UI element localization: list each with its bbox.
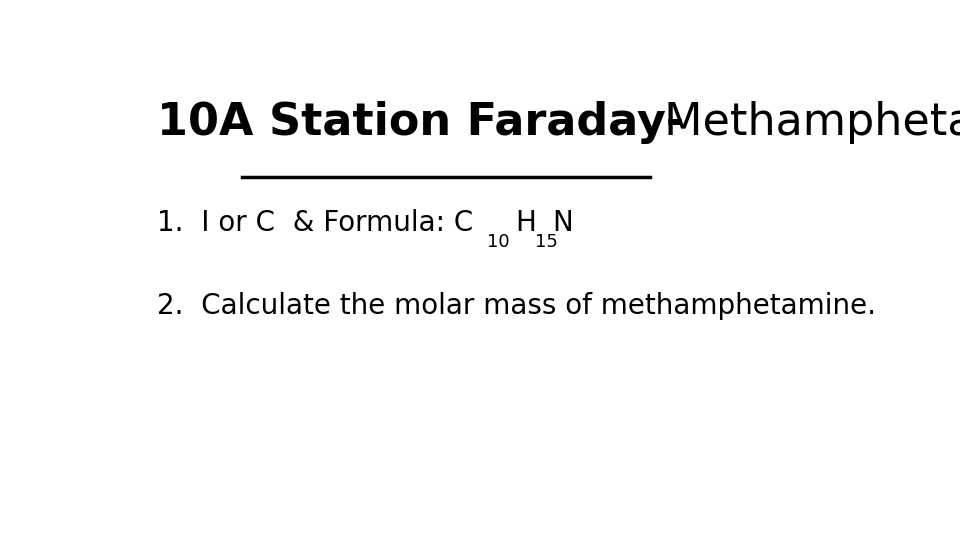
Text: H: H <box>515 209 536 237</box>
Text: N: N <box>553 209 573 237</box>
Text: Methamphetamine: Methamphetamine <box>651 102 960 145</box>
Text: 1.  I or C  & Formula: C: 1. I or C & Formula: C <box>157 209 473 237</box>
Text: 2.  Calculate the molar mass of methamphetamine.: 2. Calculate the molar mass of methamphe… <box>157 292 876 320</box>
Text: 10A Station Faraday-: 10A Station Faraday- <box>157 102 684 145</box>
Text: 10: 10 <box>487 233 510 251</box>
Text: 15: 15 <box>536 233 558 251</box>
